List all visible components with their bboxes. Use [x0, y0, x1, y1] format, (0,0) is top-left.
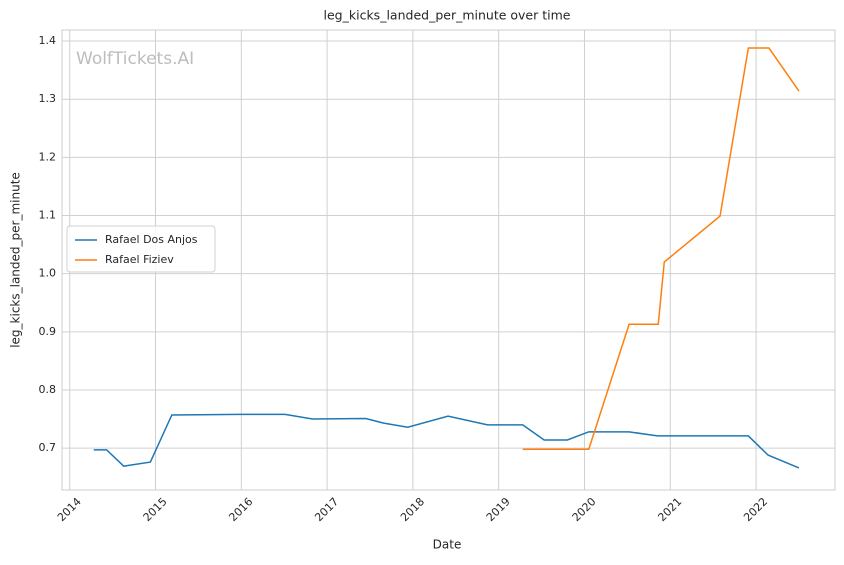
y-tick-label: 0.7 [39, 441, 57, 454]
y-tick-label: 1.4 [39, 34, 57, 47]
y-axis-label: leg_kicks_landed_per_minute [9, 172, 23, 348]
line [93, 413, 800, 469]
y-tick-label: 1.1 [39, 209, 57, 222]
plot-frame [61, 29, 836, 491]
y-tick-label: 0.9 [39, 325, 57, 338]
y-tick-label: 0.8 [39, 383, 57, 396]
y-tick-label: 1.3 [39, 92, 57, 105]
legend-box [66, 225, 216, 273]
legend-label: Rafael Dos Anjos [105, 233, 198, 246]
watermark: WolfTickets.AI [76, 49, 194, 69]
chart-title: leg_kicks_landed_per_minute over time [324, 8, 571, 23]
x-axis-label: Date [433, 538, 462, 552]
y-tick-label: 1.0 [39, 267, 57, 280]
y-tick-label: 1.2 [39, 150, 57, 163]
legend-label: Rafael Fiziev [105, 253, 174, 266]
line [522, 47, 800, 451]
